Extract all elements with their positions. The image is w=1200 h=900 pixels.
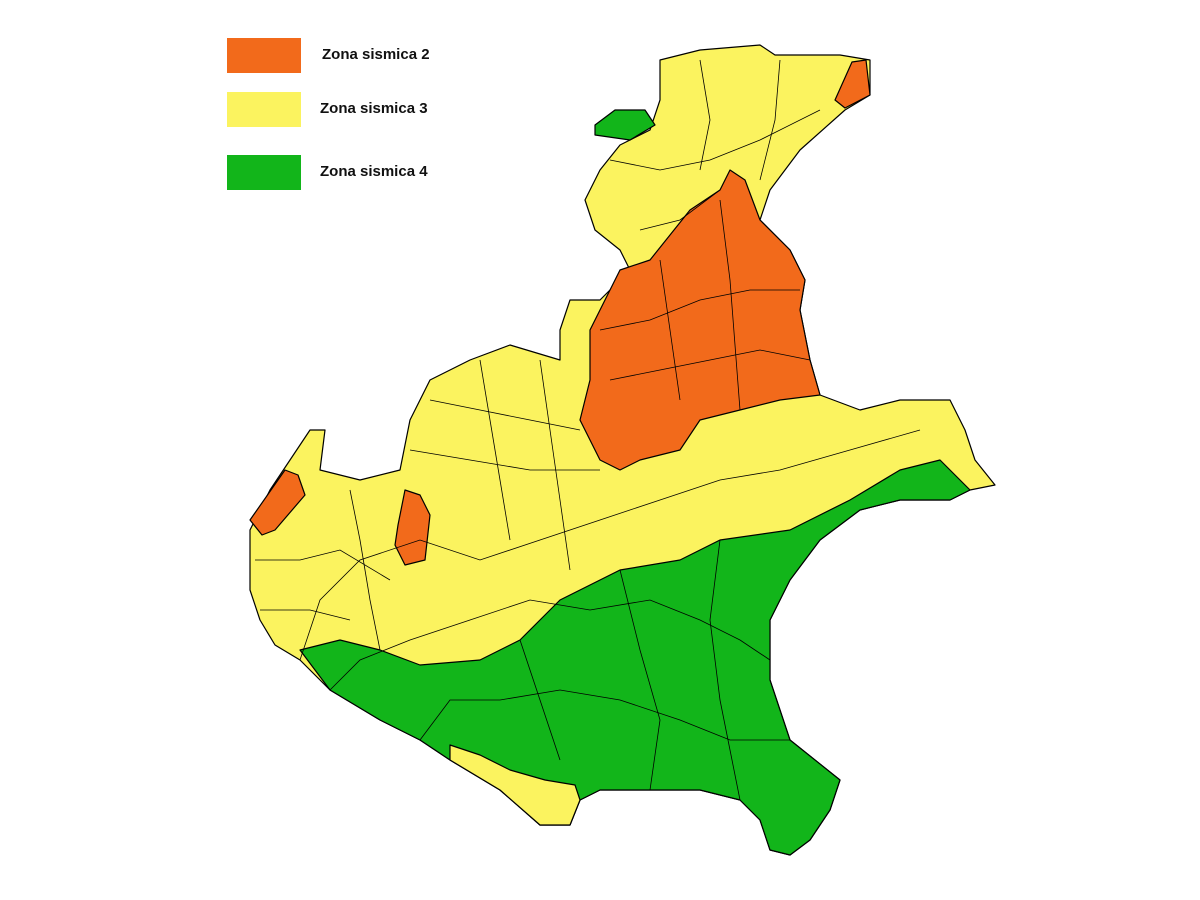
border xyxy=(609,59,821,231)
zone-2-patch xyxy=(394,489,431,566)
border xyxy=(255,489,391,651)
legend-label: Zona sismica 2 xyxy=(322,46,430,63)
legend-label: Zona sismica 3 xyxy=(320,100,428,117)
zone-2-patch xyxy=(834,59,871,109)
border xyxy=(409,359,600,571)
legend: Zona sismica 2 Zona sismica 3 Zona sismica… xyxy=(227,38,430,190)
legend-swatch xyxy=(227,92,301,127)
border xyxy=(519,539,741,801)
border xyxy=(329,599,771,691)
border xyxy=(599,199,811,411)
border xyxy=(419,689,790,741)
border xyxy=(299,429,921,661)
legend-label: Zona sismica 4 xyxy=(320,163,428,180)
legend-swatch xyxy=(227,155,301,190)
zone-2-patch xyxy=(249,469,306,536)
municipal-borders xyxy=(255,59,921,801)
zone-4-patch xyxy=(594,109,656,141)
zone-3-patch xyxy=(449,744,581,826)
map-regions xyxy=(249,44,996,856)
legend-swatch xyxy=(227,38,301,73)
